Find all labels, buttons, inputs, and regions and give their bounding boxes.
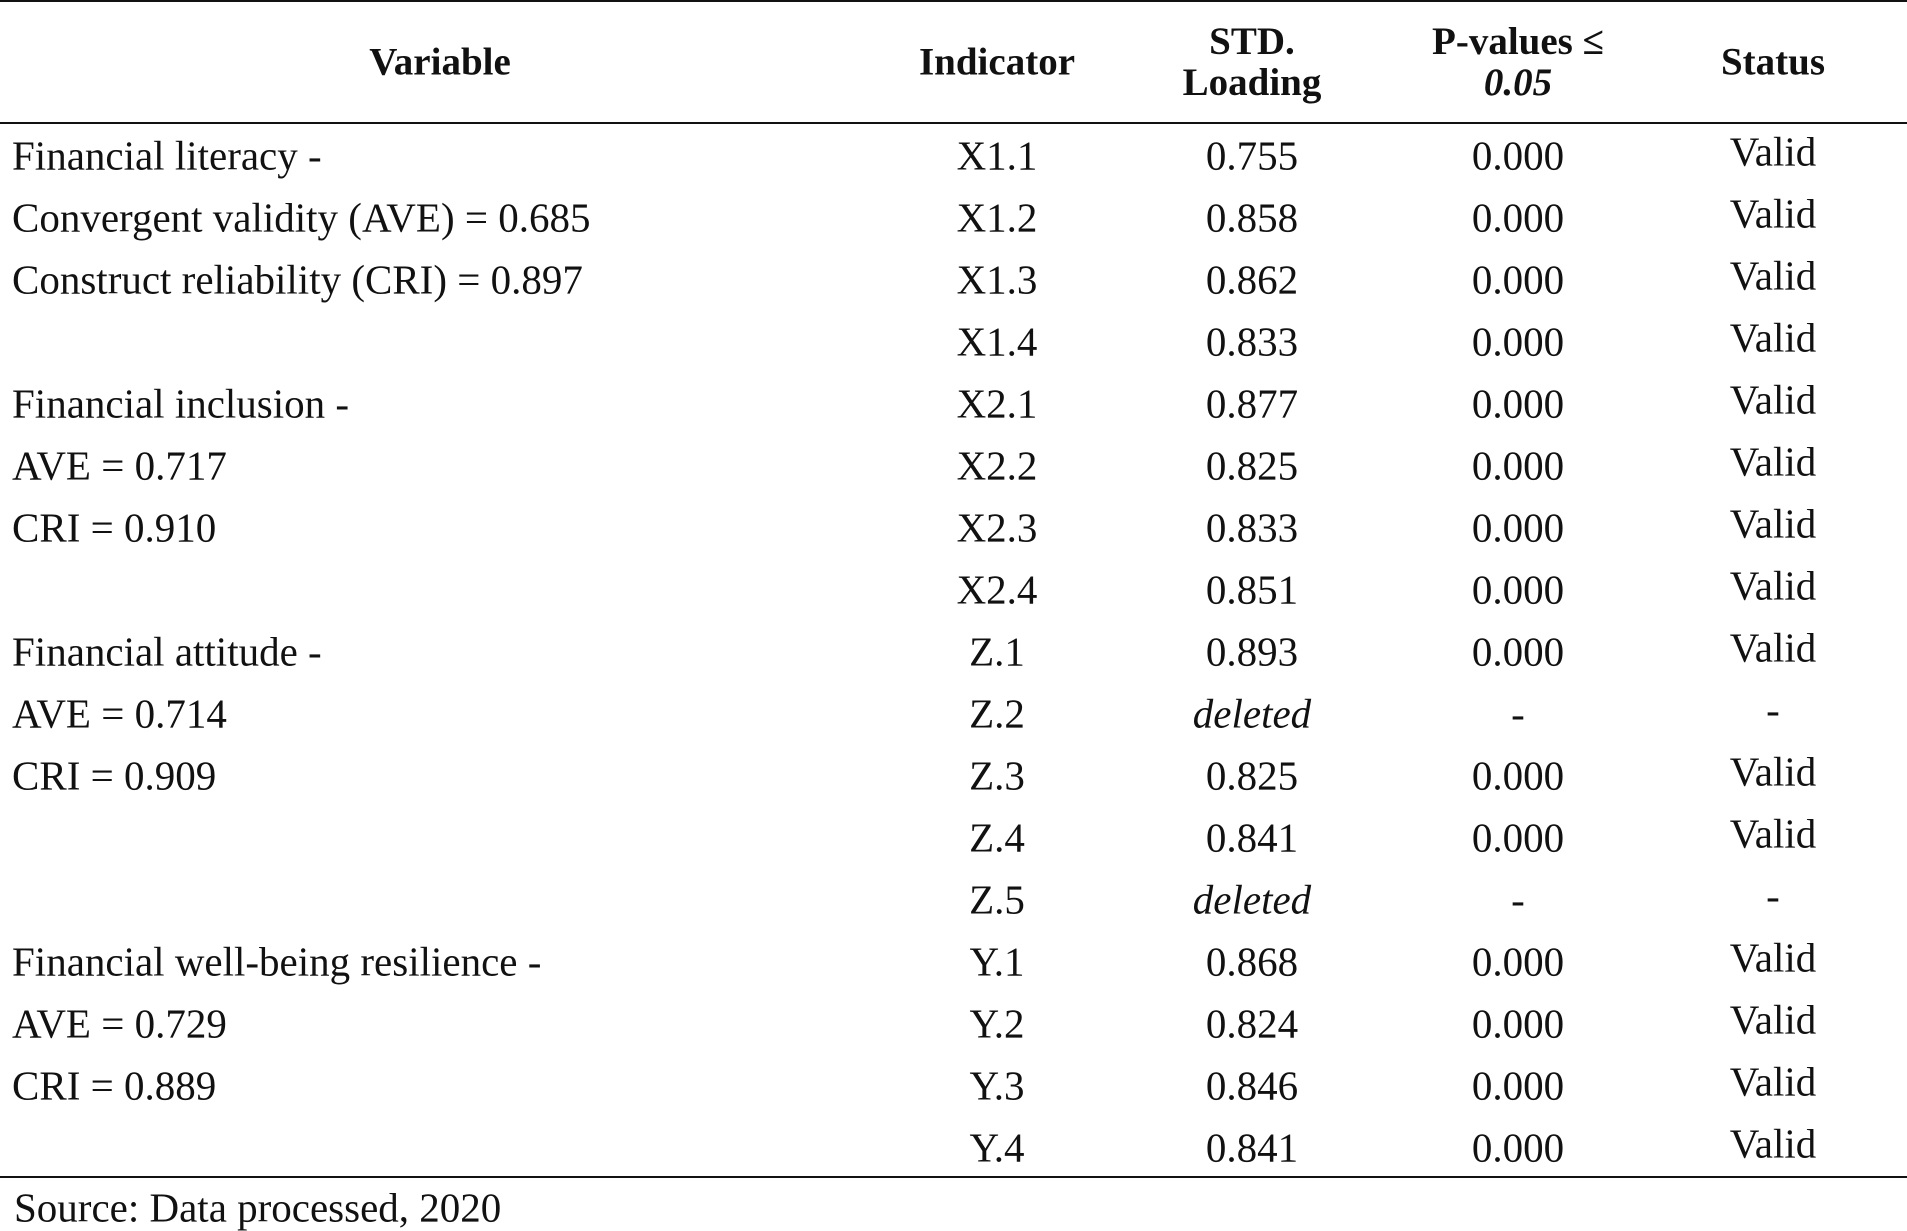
loading-cell: 0.825 [1205, 442, 1299, 489]
pvalue-cell: 0.000 [1471, 504, 1565, 551]
indicator-cell: X1.3 [956, 256, 1038, 303]
loading-cell: deleted [1192, 876, 1312, 923]
loading-cell: 0.841 [1205, 1124, 1299, 1171]
pvalue-cell: 0.000 [1471, 628, 1565, 675]
loading-cell: 0.858 [1205, 194, 1299, 241]
pvalue-cell: 0.000 [1471, 442, 1565, 489]
variable-cell: CRI = 0.909 [12, 752, 217, 799]
indicator-cell: X1.4 [956, 318, 1038, 365]
loading-cell: deleted [1192, 690, 1312, 737]
loading-cell: 0.833 [1205, 318, 1299, 365]
status-cell: Valid [1729, 190, 1817, 237]
pvalue-cell: 0.000 [1471, 194, 1565, 241]
status-cell: Valid [1729, 624, 1817, 671]
variable-cell: CRI = 0.889 [12, 1062, 217, 1109]
status-cell: Valid [1729, 1058, 1817, 1105]
loading-cell: 0.841 [1205, 814, 1299, 861]
source-note: Source: Data processed, 2020 [14, 1184, 502, 1231]
header-pvalues: P-values ≤0.05 [1432, 20, 1604, 104]
loading-cell: 0.893 [1205, 628, 1299, 675]
status-cell: Valid [1729, 314, 1817, 361]
pvalue-cell: 0.000 [1471, 1062, 1565, 1109]
bottom-rule [0, 1176, 1907, 1178]
variable-cell: AVE = 0.717 [12, 442, 227, 489]
indicator-cell: X2.2 [956, 442, 1038, 489]
status-cell: Valid [1729, 934, 1817, 981]
pvalue-cell: - [1511, 876, 1525, 923]
indicator-cell: Z.1 [969, 628, 1025, 675]
top-rule [0, 0, 1907, 2]
variable-cell: Convergent validity (AVE) = 0.685 [12, 194, 591, 241]
header-pvalues-threshold: 0.05 [1483, 61, 1553, 104]
indicator-cell: Z.2 [969, 690, 1025, 737]
indicator-cell: Z.3 [969, 752, 1025, 799]
header-indicator: Indicator [919, 40, 1075, 84]
indicator-cell: X2.4 [956, 566, 1038, 613]
header-pvalues-line: P-values ≤ [1432, 20, 1604, 64]
pvalue-cell: 0.000 [1471, 132, 1565, 179]
indicator-cell: Y.1 [969, 938, 1025, 985]
loading-cell: 0.877 [1205, 380, 1299, 427]
pvalue-cell: 0.000 [1471, 752, 1565, 799]
status-cell: Valid [1729, 128, 1817, 175]
status-cell: Valid [1729, 996, 1817, 1043]
indicator-cell: X1.2 [956, 194, 1038, 241]
loading-cell: 0.868 [1205, 938, 1299, 985]
variable-cell: Financial well-being resilience - [12, 938, 542, 985]
pvalue-cell: 0.000 [1471, 256, 1565, 303]
indicator-cell: X2.1 [956, 380, 1038, 427]
header-loading-line: STD. [1209, 20, 1295, 64]
status-cell: - [1766, 686, 1780, 733]
variable-cell: Financial literacy - [12, 132, 322, 179]
status-cell: Valid [1729, 810, 1817, 857]
status-cell: Valid [1729, 438, 1817, 485]
variable-cell: Financial attitude - [12, 628, 322, 675]
variable-cell: AVE = 0.729 [12, 1000, 227, 1047]
variable-cell: AVE = 0.714 [12, 690, 227, 737]
pvalue-cell: 0.000 [1471, 1000, 1565, 1047]
loading-cell: 0.851 [1205, 566, 1299, 613]
header-rule [0, 122, 1907, 124]
header-loading-line: Loading [1182, 61, 1322, 104]
pvalue-cell: 0.000 [1471, 380, 1565, 427]
status-cell: Valid [1729, 562, 1817, 609]
variable-cell: CRI = 0.910 [12, 504, 217, 551]
status-cell: - [1766, 872, 1780, 919]
loading-cell: 0.833 [1205, 504, 1299, 551]
pvalue-cell: 0.000 [1471, 814, 1565, 861]
loading-cell: 0.846 [1205, 1062, 1299, 1109]
loading-cell: 0.755 [1205, 132, 1299, 179]
header-loading: STD. Loading [1182, 20, 1322, 104]
indicator-cell: X2.3 [956, 504, 1038, 551]
variable-cell: Construct reliability (CRI) = 0.897 [12, 256, 583, 303]
pvalue-cell: 0.000 [1471, 938, 1565, 985]
header-status: Status [1720, 40, 1826, 84]
status-cell: Valid [1729, 376, 1817, 423]
indicator-cell: Y.4 [969, 1124, 1025, 1171]
pvalue-cell: - [1511, 690, 1525, 737]
loading-cell: 0.862 [1205, 256, 1299, 303]
pvalue-cell: 0.000 [1471, 1124, 1565, 1171]
pvalue-cell: 0.000 [1471, 318, 1565, 365]
indicator-cell: Z.4 [969, 814, 1025, 861]
indicator-cell: Y.3 [969, 1062, 1025, 1109]
status-cell: Valid [1729, 1120, 1817, 1167]
indicator-cell: Z.5 [969, 876, 1025, 923]
indicator-cell: X1.1 [956, 132, 1038, 179]
loading-cell: 0.825 [1205, 752, 1299, 799]
status-cell: Valid [1729, 252, 1817, 299]
header-variable: Variable [369, 40, 511, 84]
loading-cell: 0.824 [1205, 1000, 1299, 1047]
variable-cell: Financial inclusion - [12, 380, 350, 427]
status-cell: Valid [1729, 748, 1817, 795]
status-cell: Valid [1729, 500, 1817, 547]
pvalue-cell: 0.000 [1471, 566, 1565, 613]
indicator-cell: Y.2 [969, 1000, 1025, 1047]
